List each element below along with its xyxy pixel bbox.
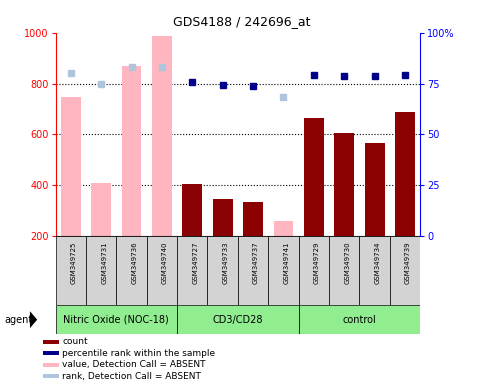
Text: count: count bbox=[62, 337, 88, 346]
Bar bbox=[273, 221, 293, 236]
Bar bbox=[334, 132, 354, 236]
Bar bbox=[43, 351, 58, 355]
Bar bbox=[243, 202, 263, 236]
Bar bbox=[243, 202, 263, 236]
Text: value, Detection Call = ABSENT: value, Detection Call = ABSENT bbox=[62, 360, 206, 369]
Text: GSM349737: GSM349737 bbox=[253, 242, 259, 284]
Bar bbox=[43, 363, 58, 367]
Text: GSM349739: GSM349739 bbox=[405, 242, 411, 284]
Bar bbox=[56, 236, 86, 305]
Bar bbox=[213, 199, 232, 236]
Text: GSM349727: GSM349727 bbox=[192, 242, 199, 284]
Text: GSM349736: GSM349736 bbox=[131, 242, 138, 284]
Text: control: control bbox=[342, 314, 376, 325]
Text: Nitric Oxide (NOC-18): Nitric Oxide (NOC-18) bbox=[63, 314, 169, 325]
Text: GSM349740: GSM349740 bbox=[162, 242, 168, 284]
Bar bbox=[298, 305, 420, 334]
Bar bbox=[329, 236, 359, 305]
Bar bbox=[208, 236, 238, 305]
Bar bbox=[268, 236, 298, 305]
Bar bbox=[43, 374, 58, 378]
Bar bbox=[122, 66, 142, 236]
Bar bbox=[116, 236, 147, 305]
Bar bbox=[177, 236, 208, 305]
Text: GSM349733: GSM349733 bbox=[223, 242, 228, 284]
Bar bbox=[152, 36, 172, 236]
Text: GSM349725: GSM349725 bbox=[71, 242, 77, 284]
Text: rank, Detection Call = ABSENT: rank, Detection Call = ABSENT bbox=[62, 372, 201, 381]
Bar bbox=[365, 142, 384, 236]
Bar bbox=[91, 183, 111, 236]
Text: GDS4188 / 242696_at: GDS4188 / 242696_at bbox=[173, 15, 310, 28]
Bar bbox=[183, 184, 202, 236]
Text: GSM349741: GSM349741 bbox=[284, 242, 289, 284]
Bar bbox=[238, 236, 268, 305]
Text: GSM349734: GSM349734 bbox=[375, 242, 381, 284]
Text: agent: agent bbox=[5, 314, 33, 325]
Text: CD3/CD28: CD3/CD28 bbox=[213, 314, 263, 325]
Bar bbox=[147, 236, 177, 305]
Bar bbox=[56, 305, 177, 334]
Bar bbox=[177, 305, 298, 334]
Text: percentile rank within the sample: percentile rank within the sample bbox=[62, 349, 215, 358]
Bar bbox=[390, 236, 420, 305]
Text: GSM349729: GSM349729 bbox=[314, 242, 320, 284]
Bar bbox=[304, 118, 324, 236]
Bar bbox=[359, 236, 390, 305]
Bar bbox=[61, 97, 81, 236]
Bar bbox=[395, 112, 415, 236]
Bar bbox=[298, 236, 329, 305]
Text: GSM349730: GSM349730 bbox=[344, 242, 350, 284]
Bar bbox=[43, 340, 58, 344]
Text: GSM349731: GSM349731 bbox=[101, 242, 107, 284]
Bar bbox=[86, 236, 116, 305]
